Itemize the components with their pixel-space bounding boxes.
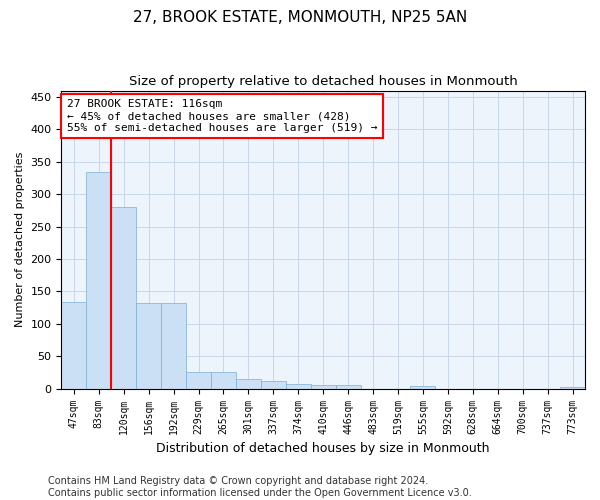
Bar bbox=[86, 172, 111, 388]
Bar bbox=[560, 387, 585, 388]
Title: Size of property relative to detached houses in Monmouth: Size of property relative to detached ho… bbox=[129, 75, 518, 88]
Y-axis label: Number of detached properties: Number of detached properties bbox=[15, 152, 25, 328]
Text: Contains HM Land Registry data © Crown copyright and database right 2024.
Contai: Contains HM Land Registry data © Crown c… bbox=[48, 476, 472, 498]
Bar bbox=[111, 207, 136, 388]
Bar bbox=[186, 372, 211, 388]
Text: 27, BROOK ESTATE, MONMOUTH, NP25 5AN: 27, BROOK ESTATE, MONMOUTH, NP25 5AN bbox=[133, 10, 467, 25]
X-axis label: Distribution of detached houses by size in Monmouth: Distribution of detached houses by size … bbox=[157, 442, 490, 455]
Bar bbox=[236, 379, 261, 388]
Bar bbox=[261, 381, 286, 388]
Bar bbox=[286, 384, 311, 388]
Text: 27 BROOK ESTATE: 116sqm
← 45% of detached houses are smaller (428)
55% of semi-d: 27 BROOK ESTATE: 116sqm ← 45% of detache… bbox=[67, 100, 377, 132]
Bar bbox=[61, 302, 86, 388]
Bar bbox=[161, 303, 186, 388]
Bar bbox=[335, 386, 361, 388]
Bar bbox=[410, 386, 436, 388]
Bar bbox=[211, 372, 236, 388]
Bar bbox=[136, 303, 161, 388]
Bar bbox=[311, 386, 335, 388]
